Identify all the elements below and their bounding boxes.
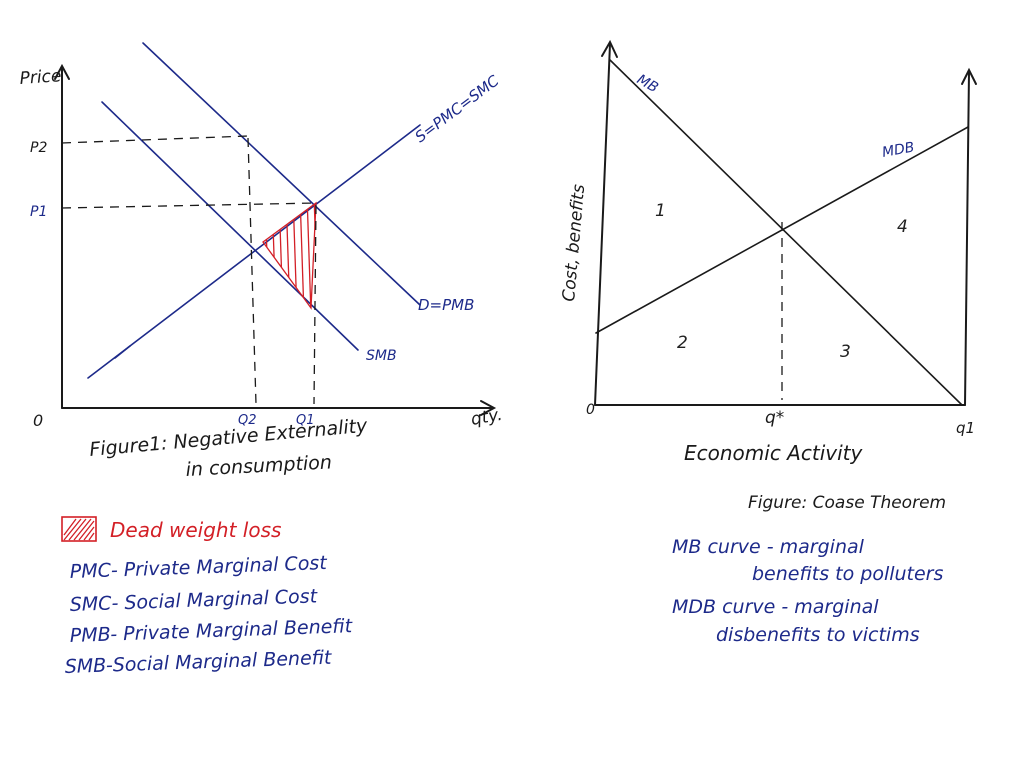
q1-label: Q1 (296, 413, 315, 428)
qstar-label: q* (765, 408, 784, 428)
right-x-axis-label: Economic Activity (684, 441, 863, 465)
supply-curve-tail (114, 345, 131, 359)
demand-curve-label: D=PMB (418, 296, 474, 314)
deadweight-loss-outline (262, 201, 317, 310)
p2-dashed-line (61, 135, 249, 144)
deadweight-loss-area (264, 203, 316, 308)
p1-dashed-line (61, 202, 317, 209)
q1-dashed-line (313, 204, 317, 405)
right-second-y-axis-arrow (961, 67, 977, 85)
smb-curve-label: SMB (366, 348, 397, 364)
left-y-axis-label: Price (19, 66, 62, 89)
right-q1-label: q1 (956, 419, 975, 437)
left-x-axis-arrow (480, 400, 497, 416)
left-caption-line2: in consumption (185, 451, 332, 481)
left-origin-label: 0 (33, 411, 43, 430)
mb-curve-label: MB (634, 72, 661, 97)
area-1-label: 1 (655, 201, 666, 221)
p2-label: P2 (30, 140, 47, 156)
mdb-legend-line2: disbenefits to victims (716, 624, 920, 646)
q2-dashed-line (247, 137, 257, 405)
p1-label: P1 (30, 204, 47, 220)
right-second-y-axis (964, 71, 970, 406)
mb-curve-line (609, 59, 963, 406)
dwl-legend-hatch (63, 518, 95, 541)
area-4-label: 4 (897, 217, 908, 237)
right-legend: MB curve - marginal benefits to polluter… (672, 536, 943, 646)
right-caption: Figure: Coase Theorem (748, 493, 946, 513)
area-2-label: 2 (677, 333, 688, 353)
left-legend: Dead weight loss PMC- Private Marginal C… (61, 516, 354, 678)
pmb-legend-label: PMB- Private Marginal Benefit (69, 615, 354, 647)
right-figure: Cost, benefits 0 MB MDB 1 2 3 4 q* q1 Ec… (559, 39, 977, 513)
left-figure: Price 0 P2 P1 Q2 Q1 qty. S=PMC=SMC D=PMB… (19, 42, 504, 481)
supply-curve-label: S=PMC=SMC (412, 71, 503, 146)
smb-curve-line (101, 101, 359, 351)
right-y-axis (594, 43, 611, 406)
mdb-legend-line1: MDB curve - marginal (672, 596, 879, 618)
dwl-legend-label: Dead weight loss (110, 518, 281, 542)
mdb-curve-label: MDB (881, 140, 916, 161)
right-origin-label: 0 (586, 402, 595, 418)
q2-label: Q2 (238, 413, 257, 428)
mb-legend-line1: MB curve - marginal (672, 536, 865, 558)
smb-legend-label: SMB-Social Marginal Benefit (64, 647, 333, 678)
right-y-axis-label: Cost, benefits (559, 183, 589, 302)
mb-legend-line2: benefits to polluters (752, 563, 943, 585)
left-y-axis-arrow (54, 63, 70, 80)
supply-curve-line (87, 124, 421, 379)
left-x-axis-label: qty. (469, 405, 504, 430)
pmc-legend-label: PMC- Private Marginal Cost (69, 552, 328, 583)
right-y-axis-arrow (601, 39, 618, 58)
smc-legend-label: SMC- Social Marginal Cost (69, 585, 319, 616)
area-3-label: 3 (840, 342, 851, 362)
dwl-legend-swatch (61, 516, 97, 542)
demand-curve-line (142, 42, 421, 306)
